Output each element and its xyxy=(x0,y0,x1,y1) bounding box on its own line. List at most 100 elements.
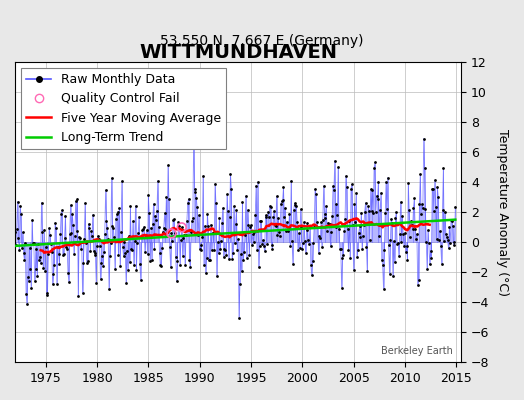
Point xyxy=(400,243,408,250)
Point xyxy=(54,251,63,258)
Point xyxy=(370,165,378,171)
Point xyxy=(301,238,309,244)
Point xyxy=(258,241,266,247)
Point xyxy=(190,128,198,134)
Point xyxy=(220,254,228,260)
Point xyxy=(20,256,29,263)
Point xyxy=(328,212,336,219)
Point xyxy=(40,227,48,233)
Point xyxy=(372,209,380,215)
Point xyxy=(287,177,296,184)
Point xyxy=(257,218,266,224)
Point xyxy=(262,214,270,220)
Point xyxy=(203,210,212,217)
Point xyxy=(98,253,106,259)
Point xyxy=(223,191,231,198)
Point xyxy=(178,224,186,230)
Point xyxy=(164,162,172,169)
Point xyxy=(335,226,343,233)
Point xyxy=(331,157,339,164)
Point xyxy=(259,237,267,244)
Point xyxy=(45,225,53,231)
Point xyxy=(200,262,208,268)
Point xyxy=(232,207,241,214)
Point xyxy=(384,174,392,181)
Point xyxy=(355,230,363,236)
Point xyxy=(173,258,182,264)
Point xyxy=(78,238,86,245)
Point xyxy=(163,228,171,235)
Point xyxy=(425,261,434,268)
Point xyxy=(57,211,66,217)
Point xyxy=(195,246,204,252)
Point xyxy=(245,252,254,258)
Point xyxy=(152,208,161,214)
Point xyxy=(333,212,342,218)
Point xyxy=(424,227,432,234)
Point xyxy=(326,243,335,249)
Point xyxy=(18,229,27,236)
Point xyxy=(285,210,293,217)
Point xyxy=(313,223,322,230)
Point xyxy=(94,232,102,239)
Point xyxy=(77,245,85,252)
Point xyxy=(440,237,449,244)
Point xyxy=(60,251,68,258)
Point xyxy=(22,291,30,297)
Point xyxy=(181,262,189,268)
Point xyxy=(186,264,194,270)
Point xyxy=(436,243,445,250)
Point xyxy=(152,217,160,224)
Point xyxy=(91,252,100,258)
Point xyxy=(416,171,424,177)
Point xyxy=(359,222,368,228)
Point xyxy=(183,200,192,207)
Point xyxy=(58,207,66,214)
Point xyxy=(62,244,71,250)
Point xyxy=(368,187,377,194)
Point xyxy=(312,191,320,198)
Point xyxy=(25,278,33,284)
Point xyxy=(225,256,233,262)
Point xyxy=(69,221,78,228)
Point xyxy=(329,183,337,190)
Point xyxy=(387,215,396,222)
Point xyxy=(366,236,374,243)
Point xyxy=(409,205,418,212)
Point xyxy=(90,248,98,254)
Point xyxy=(185,257,194,263)
Point xyxy=(64,279,73,286)
Point xyxy=(136,277,145,283)
Point xyxy=(111,266,119,272)
Point xyxy=(290,200,299,206)
Point xyxy=(336,246,344,252)
Point xyxy=(23,301,31,307)
Point xyxy=(324,220,332,226)
Point xyxy=(420,165,429,171)
Point xyxy=(332,201,341,208)
Point xyxy=(352,190,361,196)
Point xyxy=(378,256,386,263)
Point xyxy=(336,245,345,252)
Point xyxy=(179,235,188,241)
Point xyxy=(224,208,232,214)
Point xyxy=(202,255,211,262)
Point xyxy=(405,206,413,213)
Point xyxy=(160,225,168,232)
Point xyxy=(212,200,220,206)
Point xyxy=(36,253,44,260)
Point xyxy=(441,209,449,215)
Point xyxy=(243,255,251,261)
Point xyxy=(446,240,454,247)
Point xyxy=(403,257,412,263)
Point xyxy=(411,225,419,232)
Point xyxy=(194,232,202,238)
Point xyxy=(420,135,428,142)
Point xyxy=(104,235,112,242)
Point xyxy=(136,260,144,267)
Point xyxy=(48,248,56,255)
Point xyxy=(250,229,259,235)
Point xyxy=(188,218,196,224)
Point xyxy=(115,205,124,211)
Point xyxy=(96,276,105,282)
